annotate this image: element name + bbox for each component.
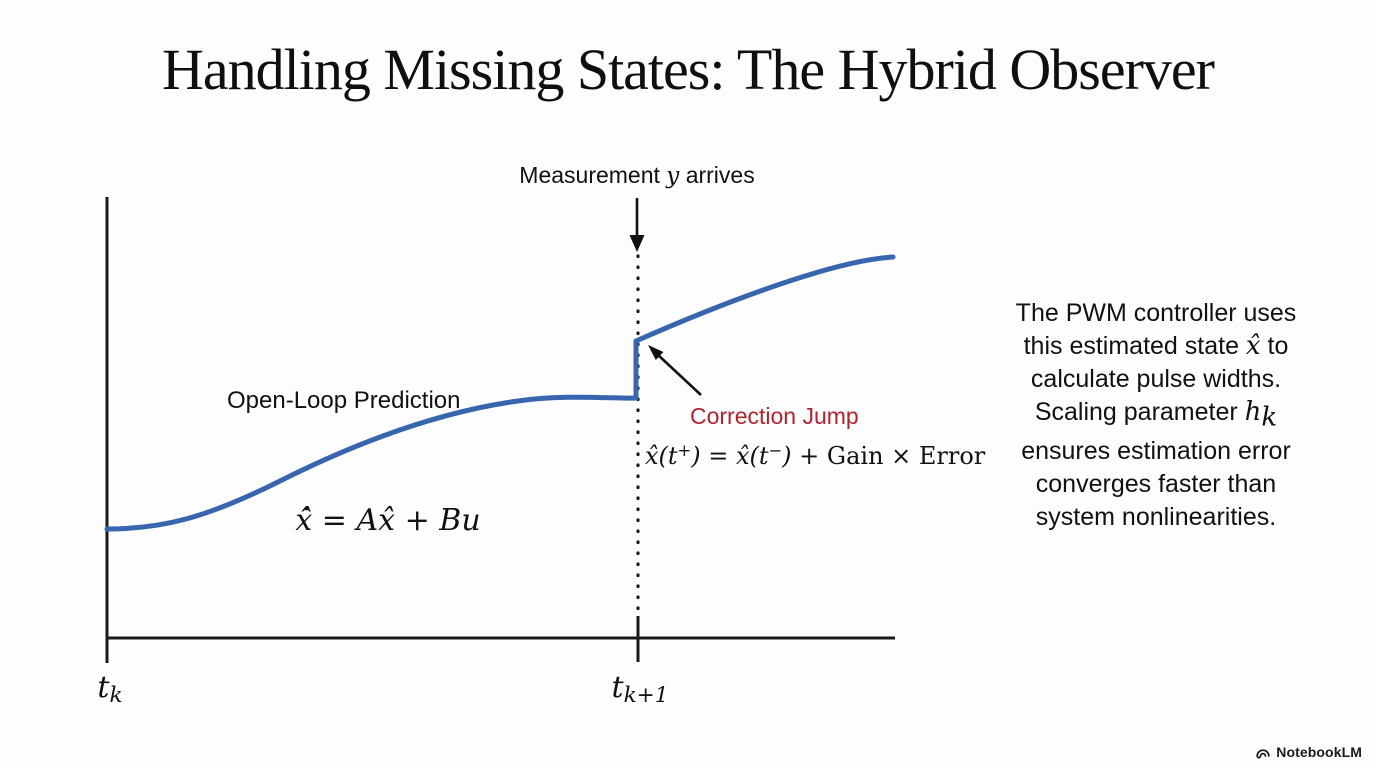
tick-tk-base: t <box>97 670 110 705</box>
side-note: The PWM controller uses this estimated s… <box>956 297 1356 534</box>
side-note-line: calculate pulse widths. <box>1030 365 1282 393</box>
page-title: Handling Missing States: The Hybrid Obse… <box>162 37 1215 102</box>
measurement-label: Measurement y arrives <box>519 162 754 189</box>
side-note-line: ensures estimation error <box>1021 436 1291 465</box>
correction-arrow-icon <box>648 345 664 360</box>
tick-label-tk1: tk+1 <box>612 670 669 708</box>
tick-label-tk: tk <box>97 670 122 708</box>
side-note-line: this estimated state x̂ to <box>956 330 1356 363</box>
notebooklm-label: NotebookLM <box>1276 744 1362 760</box>
correction-eq-plus-sup: + <box>677 441 692 460</box>
correction-eq-plus: ) + <box>782 442 827 471</box>
side-note-xhat-symbol: x̂ <box>1245 331 1261 361</box>
measurement-arrow-icon <box>629 235 645 252</box>
correction-arrow-shaft <box>656 353 702 396</box>
side-note-line: system nonlinearities. <box>1035 502 1277 531</box>
measurement-label-pre: Measurement <box>519 162 667 188</box>
tick-tk1-base: t <box>611 670 624 705</box>
measurement-label-post: arrives <box>679 162 755 188</box>
correction-eq-gain-error: Gain × Error <box>826 442 986 471</box>
correction-equation: x̂(t+) = x̂(t−) + Gain × Error <box>645 441 985 471</box>
notebooklm-watermark: NotebookLM <box>1255 744 1362 760</box>
side-note-hk-symbol: h <box>1244 397 1262 427</box>
side-note-line4-pre: Scaling parameter <box>1034 398 1245 426</box>
tick-tk-sub: k <box>109 682 123 708</box>
measurement-label-y-symbol: y <box>666 163 680 189</box>
state-estimate-curve <box>104 254 896 532</box>
correction-eq-mid: ) = x̂(t <box>691 442 769 471</box>
open-loop-label: Open-Loop Prediction <box>227 387 461 414</box>
side-note-line2-pre: this estimated state <box>1023 332 1246 360</box>
side-note-line2-post: to <box>1260 332 1289 360</box>
correction-eq-xhat-t: x̂(t <box>645 442 678 471</box>
side-note-hk-sub: k <box>1261 402 1278 433</box>
side-note-line: The PWM controller uses <box>1015 299 1297 327</box>
correction-eq-minus-sup: − <box>768 441 783 460</box>
side-note-line: converges faster than <box>1035 469 1277 498</box>
correction-jump-label: Correction Jump <box>690 403 859 429</box>
side-note-line: Scaling parameter hk <box>956 396 1356 435</box>
tick-tk1-sub: k+1 <box>623 682 669 708</box>
prediction-equation: x̂̇ = Ax̂ + Bu <box>295 503 481 538</box>
notebooklm-icon <box>1255 744 1271 760</box>
